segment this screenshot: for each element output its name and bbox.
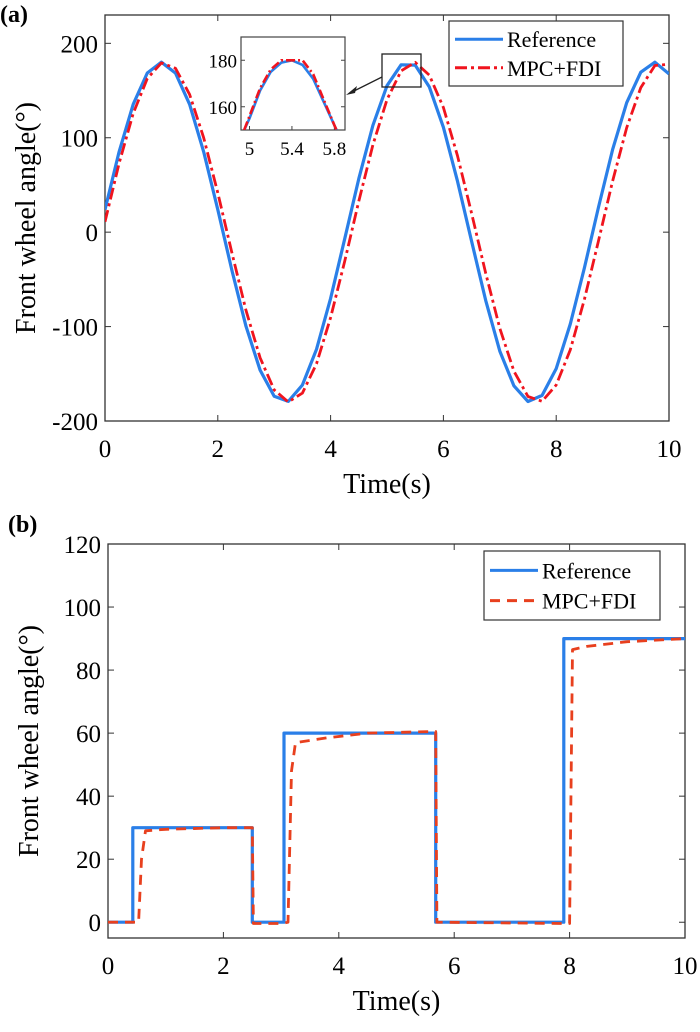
x-tick-label: 0 bbox=[99, 436, 112, 463]
y-tick-label: 20 bbox=[76, 847, 101, 874]
x-tick-label: 10 bbox=[657, 436, 682, 463]
inset-series-line-mpc-fdi bbox=[242, 59, 338, 130]
y-tick-label: -100 bbox=[52, 315, 98, 342]
panel-b-label: (b) bbox=[8, 512, 37, 538]
x-tick-label: 10 bbox=[673, 953, 698, 980]
x-tick-label: 4 bbox=[333, 953, 346, 980]
y-axis-label: Front wheel angle(°) bbox=[14, 625, 45, 857]
x-tick-label: 2 bbox=[212, 436, 225, 463]
legend-box bbox=[483, 550, 661, 621]
inset: 5 5.4 5.8 160 180 bbox=[209, 36, 347, 160]
y-tick-label: 80 bbox=[76, 658, 101, 685]
series-group bbox=[105, 60, 669, 404]
x-axis-label: Time(s) bbox=[343, 469, 431, 500]
x-tick-label: 2 bbox=[217, 953, 230, 980]
inset-plot-area bbox=[240, 36, 346, 131]
x-tick-label: 4 bbox=[324, 436, 337, 463]
inset-y-tick-label: 180 bbox=[209, 51, 238, 72]
panel-a-label: (a) bbox=[0, 2, 28, 28]
y-tick-label: 120 bbox=[64, 532, 102, 559]
legend-entry: MPC+FDI bbox=[507, 56, 601, 81]
y-tick-label: 40 bbox=[76, 784, 101, 811]
legend-entry: Reference bbox=[507, 27, 596, 52]
x-tick-label: 8 bbox=[550, 436, 563, 463]
legend-entry: MPC+FDI bbox=[542, 589, 636, 614]
x-tick-label: 8 bbox=[563, 953, 576, 980]
inset-y-tick-label: 160 bbox=[209, 98, 238, 119]
inset-x-tick-label: 5.8 bbox=[323, 139, 347, 160]
inset-x-tick-label: 5.4 bbox=[280, 139, 304, 160]
series-line-reference bbox=[108, 637, 685, 924]
x-tick-label: 6 bbox=[437, 436, 450, 463]
y-tick-label: 100 bbox=[64, 595, 102, 622]
arrowhead-icon bbox=[346, 86, 357, 95]
y-tick-label: 60 bbox=[76, 721, 101, 748]
inset-x-tick-label: 5 bbox=[245, 139, 255, 160]
y-tick-label: 0 bbox=[89, 910, 102, 937]
y-tick-label: 0 bbox=[86, 220, 99, 247]
y-axis-label: Front wheel angle(°) bbox=[11, 102, 42, 334]
inset-series-group bbox=[242, 58, 338, 130]
y-tick-label: -200 bbox=[52, 409, 98, 436]
y-tick-label: 200 bbox=[61, 31, 99, 58]
x-tick-label: 0 bbox=[102, 953, 115, 980]
legend-box bbox=[448, 20, 624, 87]
series-line-reference bbox=[105, 60, 669, 404]
series-line-mpc-fdi bbox=[108, 637, 685, 925]
zoom-region-box bbox=[381, 53, 422, 88]
legend: Reference MPC+FDI bbox=[448, 20, 624, 87]
series-group bbox=[108, 637, 685, 925]
x-axis-label: Time(s) bbox=[353, 986, 441, 1017]
legend: Reference MPC+FDI bbox=[483, 550, 661, 621]
x-tick-label: 6 bbox=[448, 953, 461, 980]
panel-a: (a) 0 2 4 6 8 10 -200 -100 0 100 200 Time(s) Front w… bbox=[0, 2, 682, 500]
series-line-mpc-fdi bbox=[105, 60, 669, 404]
zoom-arrow bbox=[351, 76, 383, 93]
y-tick-label: 100 bbox=[61, 126, 99, 153]
legend-entry: Reference bbox=[542, 558, 631, 583]
